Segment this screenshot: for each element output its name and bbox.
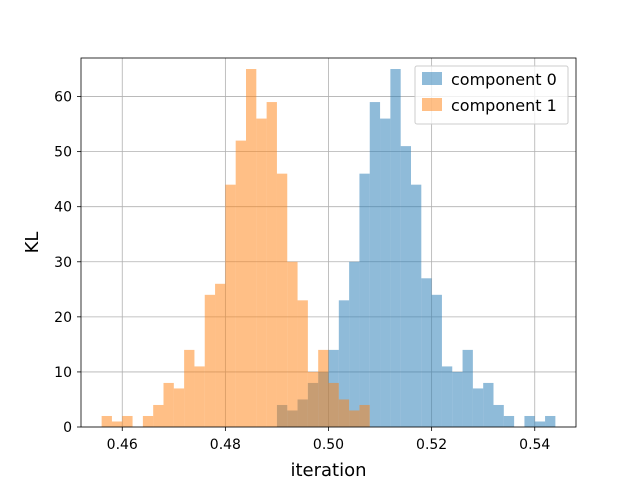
histogram-bar-component-1 (101, 415, 112, 427)
x-tick-label: 0.54 (519, 437, 550, 453)
histogram-bar-component-0 (338, 300, 350, 427)
histogram-bar-component-0 (400, 146, 411, 428)
y-tick-label: 30 (54, 255, 72, 271)
histogram-bar-component-1 (163, 382, 174, 427)
histogram-bar-component-1 (173, 388, 185, 427)
x-axis-label: iteration (290, 460, 366, 480)
histogram-bar-component-0 (359, 173, 370, 427)
histogram-bar-component-1 (338, 399, 350, 427)
histogram-bar-component-1 (153, 404, 164, 427)
x-tick-label: 0.46 (107, 437, 138, 453)
histogram-bar-component-0 (411, 184, 422, 427)
histogram-bar-component-0 (421, 278, 432, 427)
histogram-bar-component-0 (369, 102, 381, 428)
histogram-bar-component-0 (380, 118, 391, 427)
histogram-bar-component-1 (297, 300, 308, 427)
y-tick-label: 20 (54, 310, 72, 326)
histogram-bar-component-0 (483, 382, 494, 427)
histogram-bar-component-1 (318, 349, 329, 427)
y-tick-label: 10 (54, 365, 72, 381)
histogram-bar-component-0 (472, 388, 484, 427)
histogram-bar-component-1 (225, 184, 236, 427)
histogram-bar-component-1 (246, 69, 257, 427)
histogram-bar-component-1 (194, 366, 205, 427)
histogram-bar-component-1 (328, 382, 339, 427)
legend-label-component-0: component 0 (451, 70, 557, 89)
legend: component 0 component 1 (414, 65, 569, 125)
y-tick-label: 0 (63, 420, 72, 436)
histogram-bar-component-1 (256, 118, 267, 427)
histogram-bar-component-1 (204, 294, 216, 427)
histogram-bar-component-1 (276, 173, 288, 427)
histogram-bar-component-0 (441, 366, 453, 427)
legend-label-component-1: component 1 (451, 96, 557, 115)
histogram-bar-component-1 (142, 415, 154, 427)
histogram-bar-component-1 (184, 349, 195, 427)
x-tick-label: 0.52 (416, 437, 447, 453)
histogram-bar-component-1 (307, 371, 319, 427)
histogram-bar-component-0 (390, 69, 401, 427)
y-tick-label: 40 (54, 200, 72, 216)
histogram-bar-component-0 (452, 371, 463, 427)
histogram-bar-component-0 (545, 415, 556, 427)
bars (101, 69, 556, 428)
histogram-bar-component-0 (349, 261, 360, 427)
histogram-bar-component-1 (111, 421, 123, 427)
histogram-bar-component-1 (266, 102, 277, 428)
histogram-bar-component-1 (349, 410, 360, 427)
histogram-bar-component-0 (503, 415, 515, 427)
y-tick-label: 60 (54, 90, 72, 106)
legend-box (414, 65, 569, 125)
histogram-bar-component-0 (462, 349, 473, 427)
x-tick-label: 0.48 (210, 437, 241, 453)
legend-swatch-component-1 (422, 98, 442, 111)
histogram-bar-component-1 (235, 140, 246, 427)
histogram-bar-component-1 (359, 404, 370, 427)
histogram-bar-component-0 (493, 404, 504, 427)
histogram-bar-component-1 (122, 415, 133, 427)
x-tick-label: 0.50 (313, 437, 344, 453)
histogram-bar-component-0 (431, 294, 442, 427)
y-tick-label: 50 (54, 145, 72, 161)
histogram-bar-component-0 (524, 415, 535, 427)
histogram-bar-component-0 (534, 421, 546, 427)
legend-swatch-component-0 (422, 72, 442, 85)
ticks: 0.46 0.48 0.50 0.52 0.54 0 10 20 30 40 50 60 (54, 90, 550, 453)
y-axis-label: KL (22, 232, 43, 254)
histogram-bar-component-1 (215, 283, 226, 427)
histogram-bar-component-1 (287, 261, 298, 427)
